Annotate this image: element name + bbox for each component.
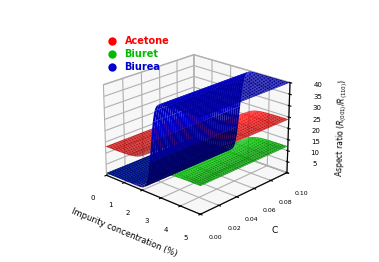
Legend: Acetone, Biuret, Biurea: Acetone, Biuret, Biurea [98, 32, 173, 76]
X-axis label: Impurity concentration (%): Impurity concentration (%) [70, 207, 179, 259]
Y-axis label: C: C [271, 226, 278, 235]
